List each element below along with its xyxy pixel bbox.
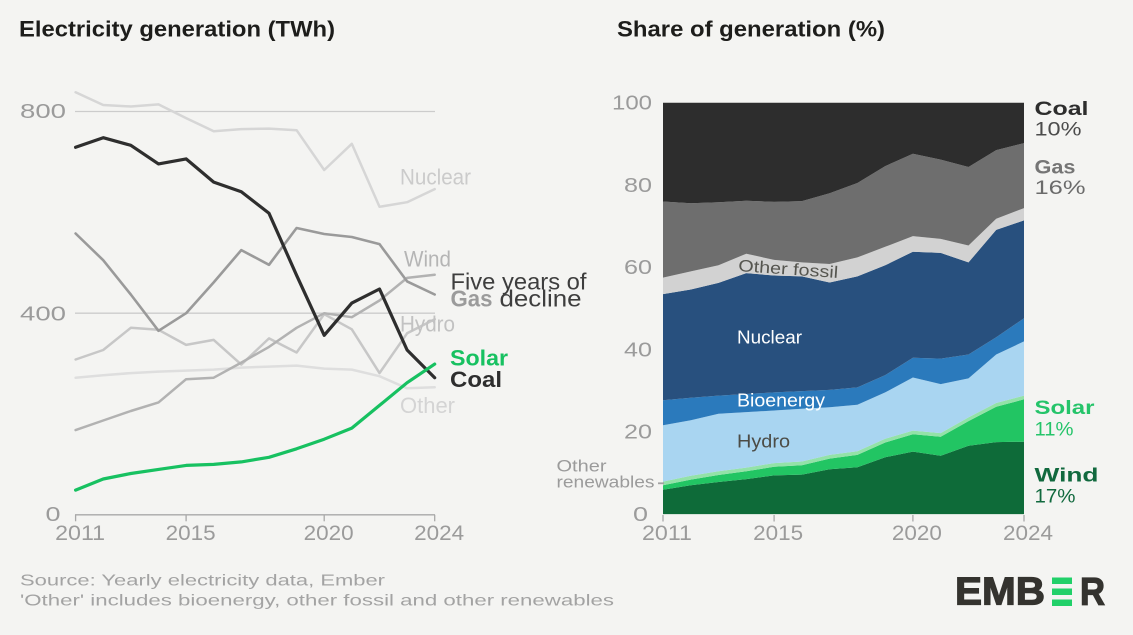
svg-text:0: 0	[46, 504, 61, 526]
svg-text:16%: 16%	[1035, 178, 1086, 199]
svg-text:2015: 2015	[753, 522, 803, 545]
svg-text:Gas: Gas	[1035, 158, 1076, 179]
svg-text:Hydro: Hydro	[400, 312, 455, 337]
svg-text:'Other' includes bioenergy, ot: 'Other' includes bioenergy, other fossil…	[20, 593, 614, 610]
svg-text:R: R	[1080, 571, 1105, 614]
svg-text:800: 800	[20, 101, 66, 123]
svg-text:11%: 11%	[1035, 420, 1074, 441]
svg-text:Electricity generation (TWh): Electricity generation (TWh)	[19, 17, 335, 42]
svg-text:Solar: Solar	[450, 346, 508, 371]
svg-text:Wind: Wind	[404, 247, 451, 272]
svg-text:Nuclear: Nuclear	[737, 327, 802, 348]
svg-text:400: 400	[20, 304, 66, 326]
svg-text:EMB: EMB	[955, 571, 1045, 614]
svg-text:Hydro: Hydro	[737, 431, 790, 452]
svg-text:10%: 10%	[1035, 120, 1082, 141]
svg-text:Bioenergy: Bioenergy	[737, 390, 826, 411]
svg-text:renewables: renewables	[557, 474, 655, 492]
svg-text:60: 60	[624, 257, 652, 279]
svg-text:2020: 2020	[304, 522, 354, 545]
svg-text:Other: Other	[400, 393, 455, 418]
svg-text:2011: 2011	[642, 522, 692, 545]
svg-text:Coal: Coal	[450, 367, 502, 392]
svg-text:Other: Other	[557, 458, 608, 476]
svg-text:Coal: Coal	[1035, 99, 1089, 120]
svg-text:Wind: Wind	[1035, 466, 1099, 487]
svg-text:Share of generation (%): Share of generation (%)	[617, 17, 885, 42]
svg-text:20: 20	[624, 422, 652, 444]
svg-text:2024: 2024	[1003, 522, 1053, 545]
svg-text:2011: 2011	[55, 522, 105, 545]
svg-text:80: 80	[624, 175, 652, 197]
svg-text:17%: 17%	[1035, 487, 1076, 508]
svg-text:Solar: Solar	[1035, 398, 1096, 419]
svg-text:0: 0	[633, 504, 648, 526]
svg-text:40: 40	[624, 339, 652, 361]
svg-text:100: 100	[612, 93, 652, 115]
svg-text:2015: 2015	[166, 522, 216, 545]
svg-text:Source: Yearly electricity dat: Source: Yearly electricity data, Ember	[20, 573, 386, 590]
svg-text:Five years of: Five years of	[451, 268, 588, 294]
svg-text:2024: 2024	[414, 522, 464, 545]
svg-text:Nuclear: Nuclear	[400, 165, 471, 190]
svg-text:2020: 2020	[892, 522, 942, 545]
